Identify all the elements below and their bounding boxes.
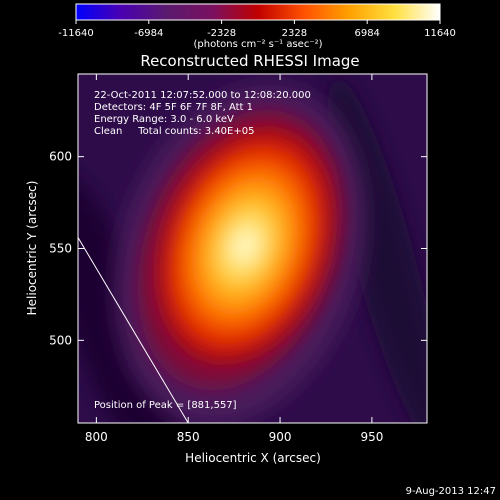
y-tick-label: 550 [49,242,72,256]
colorbar-tick-label: 2328 [282,28,307,39]
x-tick-label: 950 [360,430,383,444]
y-tick-label: 500 [49,333,72,347]
colorbar-ticks: -11640 -6984 -2328 2328 6984 11640 [58,20,456,39]
colorbar-tick-label: 11640 [424,28,456,39]
x-axis-ticks: 800 850 900 950 [85,74,383,444]
annotation-time-range: 22-Oct-2011 12:07:52.000 to 12:08:20.000 [94,90,311,101]
x-tick-label: 850 [177,430,200,444]
dark-trough-left [78,169,177,423]
colorbar-units-label: (photons cm⁻² s⁻¹ asec⁻²) [193,39,322,50]
plot-area [78,74,427,423]
x-tick-label: 900 [269,430,292,444]
annotation-clean: Clean Total counts: 3.40E+05 [94,126,254,137]
colorbar-tick-label: -6984 [134,28,163,39]
x-tick-label: 800 [85,430,108,444]
colorbar-tick-label: -2328 [207,28,236,39]
solar-limb-line [78,237,189,423]
footer-timestamp: 9-Aug-2013 12:47 [406,486,496,497]
source-core [154,124,336,367]
annotation-energy: Energy Range: 3.0 - 6.0 keV [94,114,234,125]
y-axis-ticks: 500 550 600 [49,150,427,347]
x-axis-label: Heliocentric X (arcsec) [185,451,321,465]
colorbar-tick-label: -11640 [58,28,93,39]
chart-title: Reconstructed RHESSI Image [140,52,359,70]
annotation-peak-position: Position of Peak = [881,557] [94,400,237,411]
colorbar-tick-label: 6984 [354,28,379,39]
colorbar [75,3,441,21]
annotation-detectors: Detectors: 4F 5F 6F 7F 8F, Att 1 [94,102,253,113]
y-axis-label: Heliocentric Y (arcsec) [25,181,39,316]
y-tick-label: 600 [49,150,72,164]
